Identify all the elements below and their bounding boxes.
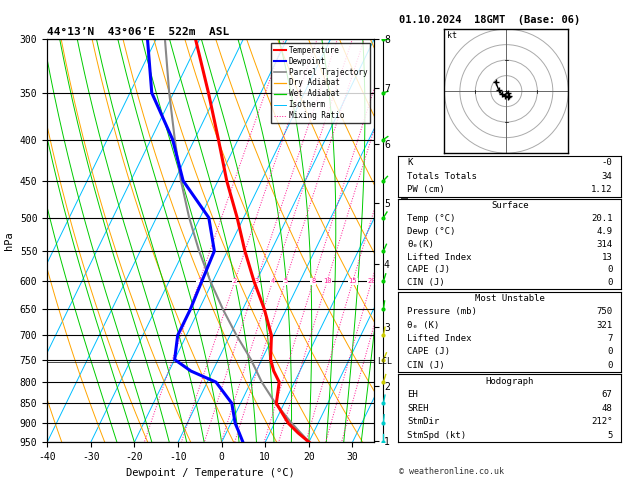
Legend: Temperature, Dewpoint, Parcel Trajectory, Dry Adiabat, Wet Adiabat, Isotherm, Mi: Temperature, Dewpoint, Parcel Trajectory… <box>271 43 370 123</box>
Text: 20.1: 20.1 <box>591 214 613 223</box>
Text: CIN (J): CIN (J) <box>407 361 445 370</box>
Text: 01.10.2024  18GMT  (Base: 06): 01.10.2024 18GMT (Base: 06) <box>399 15 581 25</box>
Text: 48: 48 <box>602 404 613 413</box>
Text: -0: -0 <box>602 158 613 167</box>
Text: 4: 4 <box>270 278 275 284</box>
Text: 0: 0 <box>607 361 613 370</box>
Text: 1.12: 1.12 <box>591 186 613 194</box>
Text: 20: 20 <box>367 278 376 284</box>
Text: CIN (J): CIN (J) <box>407 278 445 287</box>
Text: 0: 0 <box>607 278 613 287</box>
Text: 5: 5 <box>283 278 287 284</box>
Text: 67: 67 <box>602 390 613 399</box>
Text: Pressure (mb): Pressure (mb) <box>407 307 477 316</box>
Text: Temp (°C): Temp (°C) <box>407 214 455 223</box>
Y-axis label: hPa: hPa <box>4 231 14 250</box>
Text: 4.9: 4.9 <box>596 227 613 236</box>
Text: 3: 3 <box>254 278 259 284</box>
Text: 321: 321 <box>596 320 613 330</box>
Text: 750: 750 <box>596 307 613 316</box>
Text: θₑ (K): θₑ (K) <box>407 320 439 330</box>
Text: 13: 13 <box>602 253 613 261</box>
Text: © weatheronline.co.uk: © weatheronline.co.uk <box>399 467 504 476</box>
Text: StmSpd (kt): StmSpd (kt) <box>407 431 466 440</box>
Text: 2: 2 <box>233 278 237 284</box>
Text: 44°13’N  43°06’E  522m  ASL: 44°13’N 43°06’E 522m ASL <box>47 27 230 37</box>
Text: 8: 8 <box>311 278 315 284</box>
Text: CAPE (J): CAPE (J) <box>407 347 450 356</box>
Text: Surface: Surface <box>491 201 528 210</box>
Text: 314: 314 <box>596 240 613 249</box>
Text: EH: EH <box>407 390 418 399</box>
Text: PW (cm): PW (cm) <box>407 186 445 194</box>
Text: 0: 0 <box>607 265 613 275</box>
Text: SREH: SREH <box>407 404 428 413</box>
Text: kt: kt <box>447 32 457 40</box>
Text: LCL: LCL <box>377 357 392 366</box>
Text: 15: 15 <box>348 278 357 284</box>
Text: Lifted Index: Lifted Index <box>407 253 472 261</box>
Text: Hodograph: Hodograph <box>486 377 534 385</box>
Text: θₑ(K): θₑ(K) <box>407 240 434 249</box>
Text: 7: 7 <box>607 334 613 343</box>
Y-axis label: Mixing Ratio (g/kg): Mixing Ratio (g/kg) <box>398 193 406 288</box>
Text: StmDir: StmDir <box>407 417 439 426</box>
Text: 1: 1 <box>198 278 201 284</box>
Text: CAPE (J): CAPE (J) <box>407 265 450 275</box>
Text: 212°: 212° <box>591 417 613 426</box>
Text: 5: 5 <box>607 431 613 440</box>
Text: 34: 34 <box>602 172 613 181</box>
Text: K: K <box>407 158 413 167</box>
Text: 0: 0 <box>607 347 613 356</box>
X-axis label: Dewpoint / Temperature (°C): Dewpoint / Temperature (°C) <box>126 468 295 478</box>
Text: 10: 10 <box>323 278 331 284</box>
Text: Most Unstable: Most Unstable <box>475 294 545 303</box>
Text: Dewp (°C): Dewp (°C) <box>407 227 455 236</box>
Text: Lifted Index: Lifted Index <box>407 334 472 343</box>
Text: Totals Totals: Totals Totals <box>407 172 477 181</box>
